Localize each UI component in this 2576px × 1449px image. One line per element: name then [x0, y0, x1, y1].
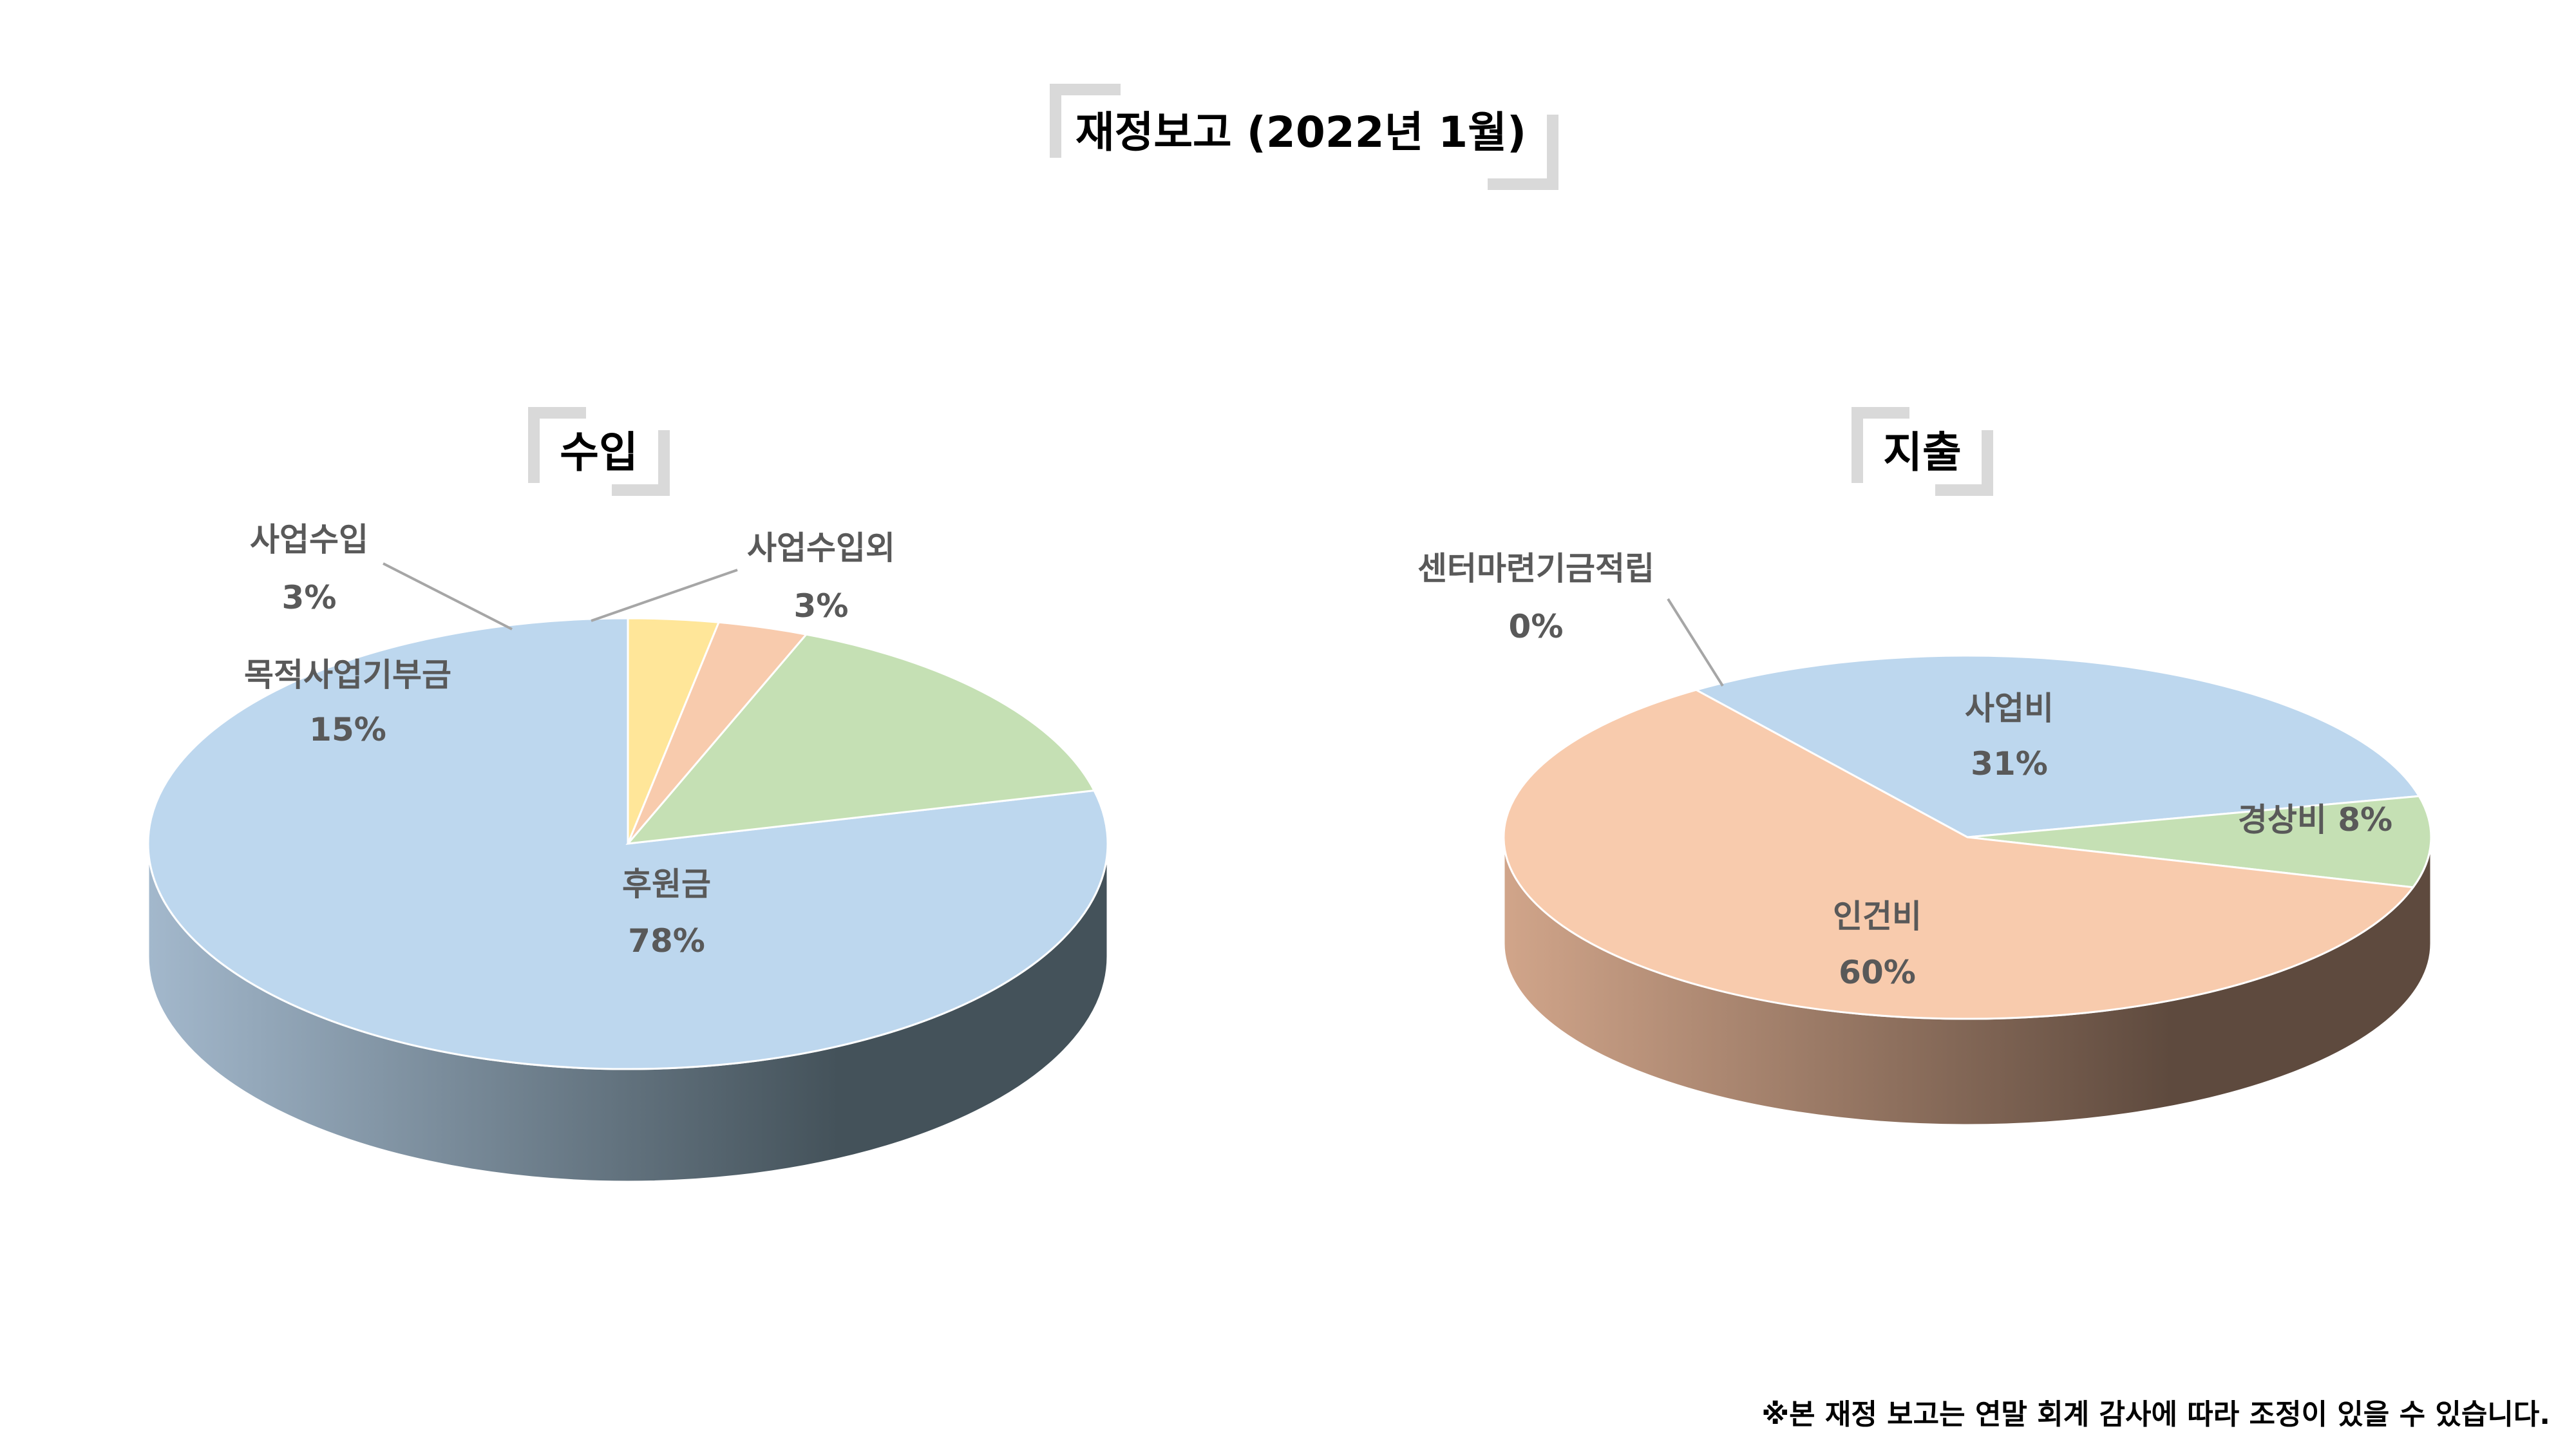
pie-slice-expense-2 — [1502, 688, 2415, 1020]
report-title: 재정보고 (2022년 1월) — [1050, 84, 1558, 190]
slice-name-label-0-3: 사업수입외 — [747, 529, 895, 567]
pie-slice-expense-0 — [1693, 654, 2421, 838]
income-chart: 수입 후원금 78% 목적사업기부금 15% 사업수입 3% 사업수입외 3% — [147, 407, 1109, 1183]
slice-value-label-0-3: 3% — [794, 587, 849, 625]
footnote: ※본 재정 보고는 연말 회계 감사에 따라 조정이 있을 수 있습니다. — [1761, 1398, 2550, 1431]
income-title-bracket-left — [528, 407, 586, 483]
leader-line-0-2 — [383, 562, 513, 630]
title-bracket-right — [1488, 115, 1558, 190]
slice-name-label-0-1: 목적사업기부금 — [244, 656, 451, 694]
pie-slice-income-0 — [147, 617, 1109, 1070]
slice-name-label-1-2: 인건비 — [1833, 898, 1922, 935]
slice-value-label-1-3: 0% — [1509, 608, 1564, 645]
pie-slice-income-3 — [627, 617, 721, 844]
slice-value-label-0-2: 3% — [282, 579, 337, 616]
slice-value-label-1-0: 31% — [1971, 745, 2048, 782]
slice-name-label-0-0: 후원금 — [622, 866, 711, 903]
slice-value-label-0-0: 78% — [628, 922, 705, 960]
slice-name-label-1-3: 센터마련기금적립 — [1417, 550, 1654, 587]
report-title-text: 재정보고 (2022년 1월) — [1075, 108, 1526, 157]
expense-chart: 지출 사업비 31% 경상비 8% 인건비 60% 센터마련기금적립 0% — [1417, 407, 2432, 1126]
expense-title-bracket-right — [1935, 430, 1993, 496]
slice-value-label-0-1: 15% — [309, 711, 386, 748]
expense-title-bracket-left — [1852, 407, 1909, 483]
pie-slice-expense-1 — [1967, 795, 2432, 889]
slice-name-label-1-0: 사업비 — [1965, 690, 2054, 727]
title-bracket-left — [1050, 84, 1121, 158]
leader-line-0-3 — [591, 569, 738, 622]
slice-value-label-1-2: 60% — [1839, 954, 1916, 991]
income-title-bracket-right — [612, 430, 670, 496]
expense-chart-title: 지출 — [1883, 428, 1961, 477]
leader-line-1-3 — [1667, 598, 1724, 687]
slice-name-label-0-2: 사업수입 — [250, 521, 368, 558]
income-chart-title: 수입 — [560, 428, 638, 477]
pie-slice-income-1 — [625, 633, 1096, 845]
data-label-1-1: 경상비 8% — [2238, 801, 2392, 838]
